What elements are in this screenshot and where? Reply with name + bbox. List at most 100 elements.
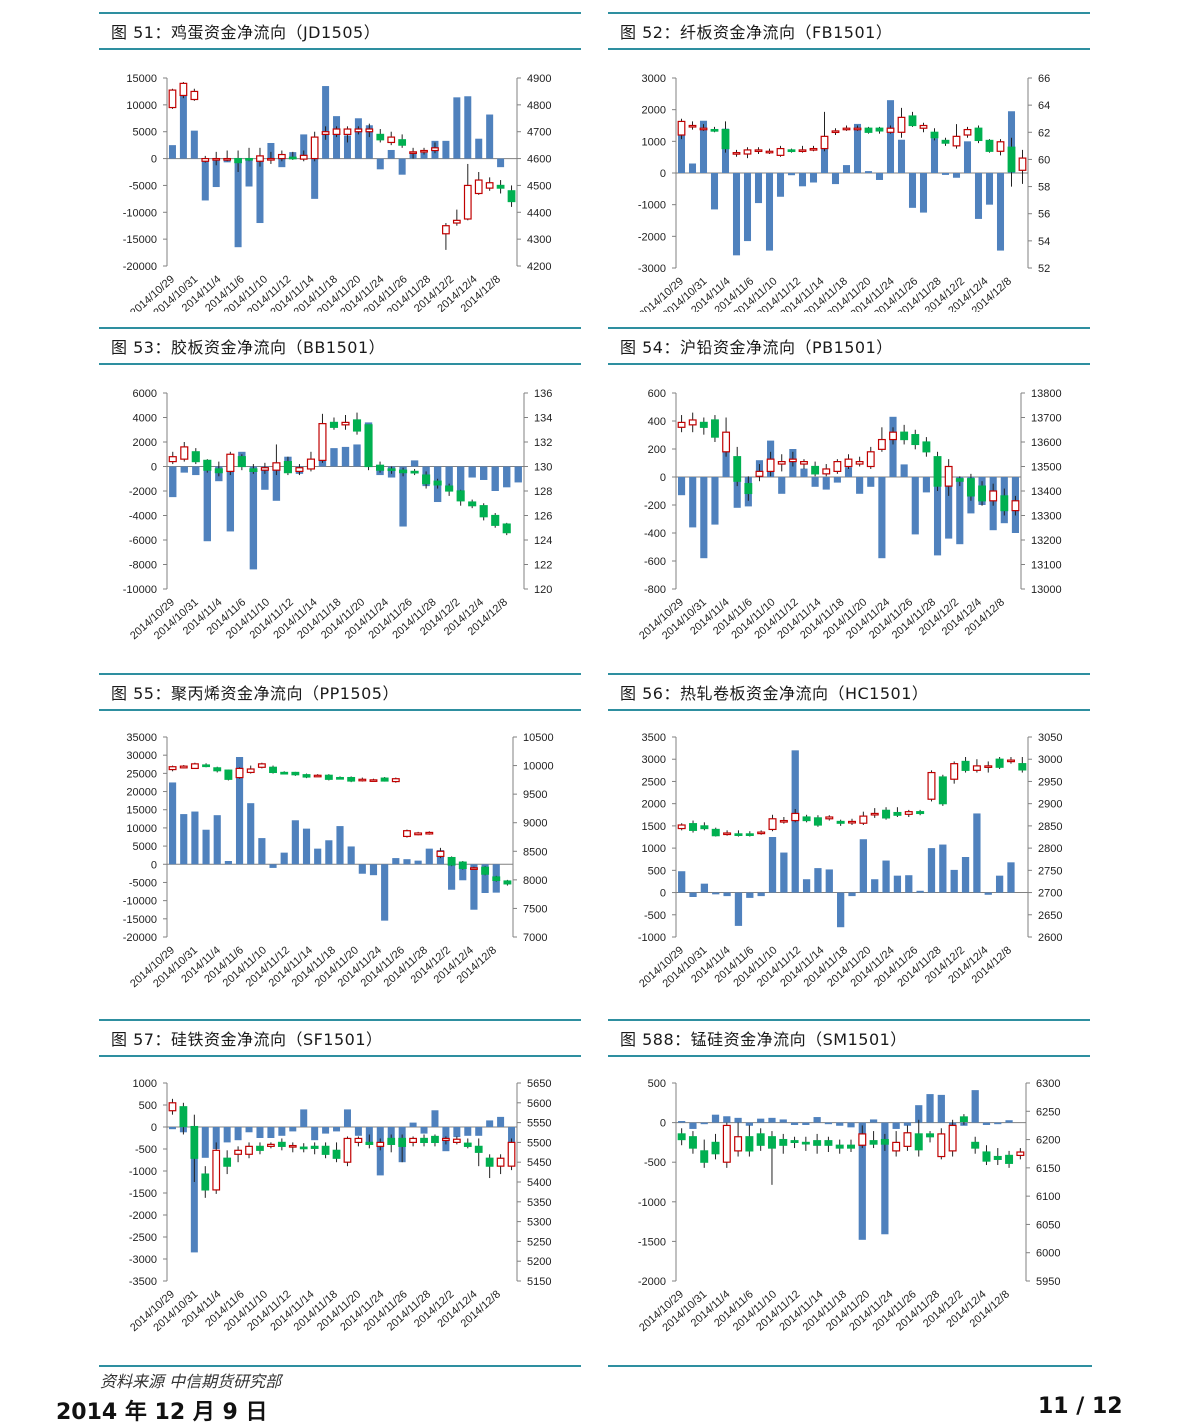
left-tick-label: 0 xyxy=(151,462,157,474)
candle-down xyxy=(933,456,942,487)
candle-up xyxy=(755,470,764,477)
right-tick-label: 128 xyxy=(534,486,552,498)
candle-down xyxy=(745,833,754,836)
right-tick-label: 2650 xyxy=(1038,910,1062,922)
net-flow-bar xyxy=(961,857,970,893)
right-tick-label: 13300 xyxy=(1031,511,1062,523)
right-tick-label: 4400 xyxy=(527,207,551,219)
left-tick-label: -2000 xyxy=(129,1210,157,1222)
net-flow-bar xyxy=(711,477,719,525)
candle-down xyxy=(734,833,743,836)
candle-down xyxy=(468,501,477,507)
left-tick-label: 25000 xyxy=(126,768,157,780)
candle-up xyxy=(757,831,766,835)
left-tick-label: -1500 xyxy=(638,1236,666,1248)
candle-down xyxy=(302,774,311,778)
candle-up xyxy=(295,467,304,472)
candle-down xyxy=(733,456,742,482)
net-flow-bar xyxy=(688,163,697,173)
net-flow-bar xyxy=(836,1122,844,1126)
net-flow-bar xyxy=(814,868,822,893)
net-flow-bar xyxy=(410,460,419,467)
candle-down xyxy=(352,419,362,432)
net-flow-bar xyxy=(497,158,505,168)
net-flow-bar xyxy=(678,1121,686,1123)
net-flow-bar xyxy=(956,477,964,545)
net-flow-bar xyxy=(431,1110,439,1127)
left-tick-label: -500 xyxy=(135,1144,157,1156)
candle-up xyxy=(168,1102,177,1112)
net-flow-bar xyxy=(179,87,187,159)
candle-up xyxy=(168,89,177,109)
candle-up xyxy=(179,765,188,769)
right-tick-label: 4700 xyxy=(527,127,551,139)
net-flow-bar xyxy=(202,829,210,865)
candle-up xyxy=(403,830,411,838)
candle-up xyxy=(1006,759,1015,763)
candle-up xyxy=(892,1141,901,1152)
candle-down xyxy=(961,760,970,771)
net-flow-bar xyxy=(963,141,972,173)
net-flow-bar xyxy=(922,477,930,493)
candle-up xyxy=(310,136,319,160)
net-flow-bar xyxy=(1005,1120,1013,1123)
right-tick-label: 66 xyxy=(1038,73,1050,85)
net-flow-bar xyxy=(289,1127,297,1132)
chart-title: 图 54：沪铅资金净流向（PB1501） xyxy=(620,338,893,357)
net-flow-bar xyxy=(347,846,355,865)
candle-up xyxy=(358,778,367,782)
candle-up xyxy=(369,779,378,782)
candle-up xyxy=(313,774,322,778)
candle-up xyxy=(391,778,400,783)
right-tick-label: 5150 xyxy=(527,1276,551,1288)
net-flow-bar xyxy=(453,97,461,159)
left-tick-label: 1000 xyxy=(642,136,666,148)
chart-title-bar: 图 55：聚丙烯资金净流向（PP1505） xyxy=(99,673,581,711)
candle-down xyxy=(914,1133,923,1151)
candle-down xyxy=(280,771,289,775)
net-flow-bar xyxy=(168,145,176,159)
net-flow-bar xyxy=(711,1114,720,1123)
candle-down xyxy=(422,474,431,485)
left-tick-label: -500 xyxy=(644,910,666,922)
right-tick-label: 2850 xyxy=(1038,821,1062,833)
chart-svg: 1000 500 0 -500 -1000 -1500 -2000 -2500 -3000 -35… xyxy=(128,1078,551,1334)
candle-down xyxy=(399,469,408,474)
candle-up xyxy=(777,460,786,465)
candle-down xyxy=(398,1137,407,1147)
left-tick-label: -1000 xyxy=(638,200,666,212)
candle-up xyxy=(847,820,857,824)
net-flow-bar xyxy=(300,1109,308,1127)
left-tick-label: -8000 xyxy=(129,560,157,572)
chart-title-bar: 图 588：锰硅资金净流向（SM1501） xyxy=(608,1019,1090,1057)
net-flow-bar xyxy=(213,815,221,865)
net-flow-bar xyxy=(889,416,897,477)
candle-up xyxy=(168,766,177,771)
candle-up xyxy=(952,135,961,147)
candle-up xyxy=(754,149,763,153)
candle-up xyxy=(245,1145,253,1155)
left-tick-label: -2000 xyxy=(129,486,157,498)
left-tick-label: -20000 xyxy=(123,261,157,273)
chart-panel-3: 图 53：胶板资金净流向（BB1501） 6000 4000 2000 0 -2000 -4… xyxy=(99,327,581,657)
chart-title-bar: 图 54：沪铅资金净流向（PB1501） xyxy=(608,327,1090,365)
candle-down xyxy=(966,478,975,497)
left-tick-label: -10000 xyxy=(123,584,157,596)
left-tick-label: 3000 xyxy=(642,754,666,766)
candle-down xyxy=(375,464,385,471)
net-flow-bar xyxy=(996,173,1005,251)
net-flow-bar xyxy=(820,147,829,173)
candle-up xyxy=(866,451,875,468)
candle-up xyxy=(937,1133,946,1158)
candle-down xyxy=(926,1133,935,1138)
candle-up xyxy=(825,816,834,820)
candle-down xyxy=(869,1140,878,1145)
candle-up xyxy=(984,765,993,768)
left-tick-label: -5000 xyxy=(129,180,157,192)
candle-down xyxy=(779,1138,788,1146)
right-tick-label: 13600 xyxy=(1031,437,1062,449)
net-flow-bar xyxy=(905,875,913,893)
net-flow-bar xyxy=(941,173,950,175)
net-flow-bar xyxy=(425,848,433,865)
candle-down xyxy=(234,157,242,164)
